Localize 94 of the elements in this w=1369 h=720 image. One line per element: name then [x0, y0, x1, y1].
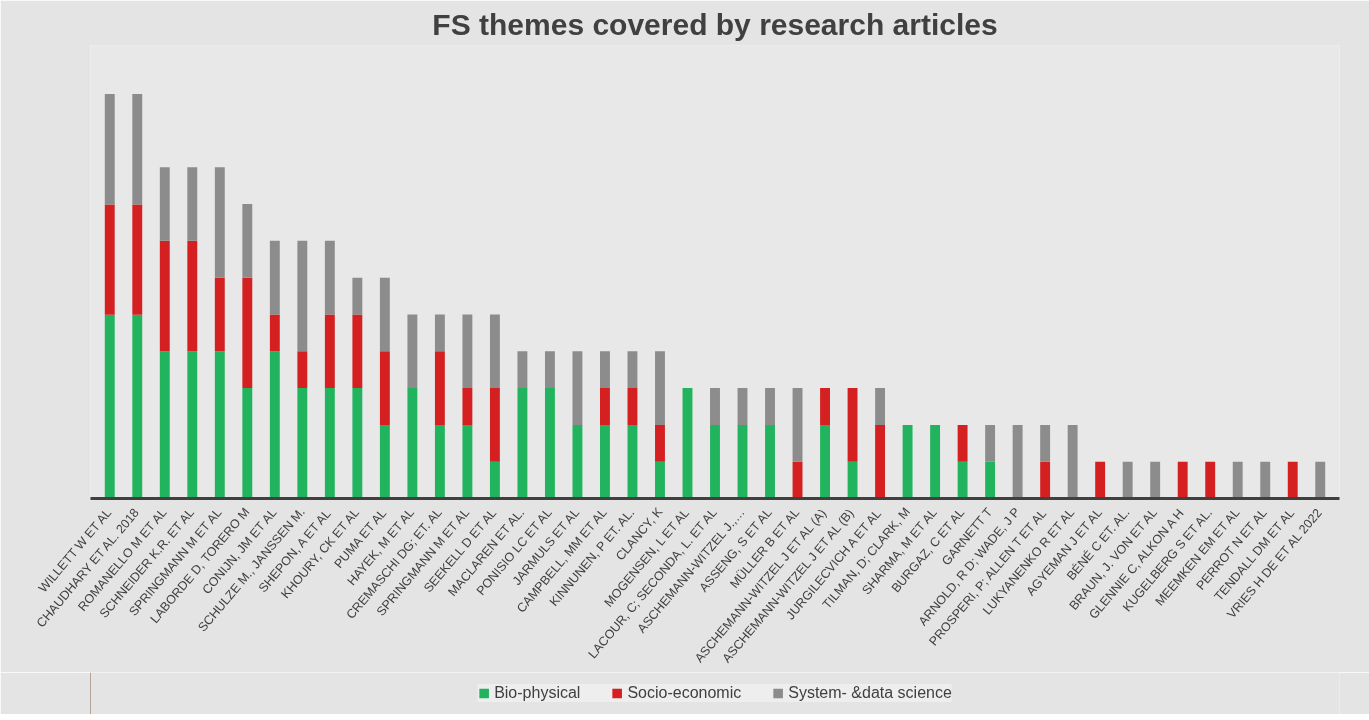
- bar: [902, 424, 913, 499]
- bar: [1122, 461, 1133, 499]
- bar: [324, 314, 335, 389]
- bar: [187, 240, 198, 352]
- bar: [572, 424, 583, 499]
- bar: [1260, 461, 1271, 499]
- bar: [132, 314, 143, 499]
- bar: [214, 167, 225, 278]
- bar: [297, 388, 308, 499]
- bar: [104, 314, 115, 499]
- bar: [957, 424, 968, 462]
- bar: [600, 351, 610, 389]
- bar: [297, 240, 308, 352]
- bar: [462, 388, 473, 425]
- bar: [627, 351, 638, 389]
- bar: [352, 314, 363, 389]
- bar: [847, 461, 858, 499]
- bar: [187, 351, 198, 499]
- bar: [269, 314, 280, 352]
- bar: [297, 351, 308, 389]
- bar: [379, 424, 390, 499]
- bar: [765, 388, 775, 425]
- bar: [875, 424, 886, 499]
- bar: [379, 351, 390, 425]
- bar: [1150, 461, 1161, 499]
- bar: [242, 204, 253, 278]
- bar: [1012, 424, 1023, 499]
- bar: [627, 388, 638, 425]
- bar: [187, 167, 198, 241]
- bar: [1040, 461, 1051, 499]
- bar: [930, 424, 941, 499]
- bar: [1232, 461, 1243, 499]
- bar: [407, 388, 418, 499]
- bar: [462, 314, 473, 389]
- bar: [489, 388, 500, 462]
- bar: [544, 388, 555, 499]
- bar: [214, 351, 225, 499]
- bar: [517, 351, 528, 389]
- bar: [682, 388, 693, 499]
- bar: [379, 277, 390, 352]
- bar: [655, 424, 665, 462]
- bar: [269, 351, 280, 499]
- bar: [434, 351, 445, 425]
- bar: [352, 277, 363, 315]
- bar: [710, 388, 720, 425]
- bar: [517, 388, 528, 499]
- bar: [600, 424, 610, 499]
- legend-label: Bio-physical: [494, 684, 581, 702]
- bar: [214, 277, 225, 352]
- bar: [159, 167, 170, 241]
- bar: [269, 240, 280, 315]
- bar: [985, 424, 996, 462]
- bar: [1315, 461, 1326, 499]
- bar: [600, 388, 610, 425]
- bar: [1040, 424, 1051, 462]
- bar: [324, 240, 335, 315]
- bar: [655, 351, 665, 425]
- bar: [104, 204, 115, 315]
- bar: [242, 277, 253, 389]
- bar: [1205, 461, 1216, 499]
- bar: [1095, 461, 1106, 499]
- bar: [434, 314, 445, 352]
- bar: [875, 388, 886, 425]
- bar: [820, 388, 830, 425]
- bar: [352, 388, 363, 499]
- bar: [489, 461, 500, 499]
- chart-title: FS themes covered by research articles: [432, 7, 998, 41]
- bar: [132, 204, 143, 315]
- bar: [242, 388, 253, 499]
- bar: [957, 461, 968, 499]
- bar: [1177, 461, 1188, 499]
- bar: [820, 424, 830, 499]
- bar: [489, 314, 500, 389]
- bar: [847, 388, 858, 462]
- bar: [765, 424, 775, 499]
- bar: [985, 461, 996, 499]
- bar: [1067, 424, 1078, 499]
- bar: [544, 351, 555, 389]
- bar: [737, 388, 748, 425]
- bar: [104, 94, 115, 205]
- bar: [132, 94, 143, 205]
- bar: [572, 351, 583, 425]
- bar: [462, 424, 473, 499]
- bar: [792, 388, 803, 462]
- legend-label: System- &data science: [788, 684, 952, 702]
- bar: [159, 240, 170, 352]
- legend-label: Socio-economic: [627, 684, 742, 702]
- bar: [1287, 461, 1298, 499]
- bar: [324, 388, 335, 499]
- bar: [407, 314, 418, 389]
- bar: [655, 461, 665, 499]
- bar: [710, 424, 720, 499]
- bar: [159, 351, 170, 499]
- bar: [434, 424, 445, 499]
